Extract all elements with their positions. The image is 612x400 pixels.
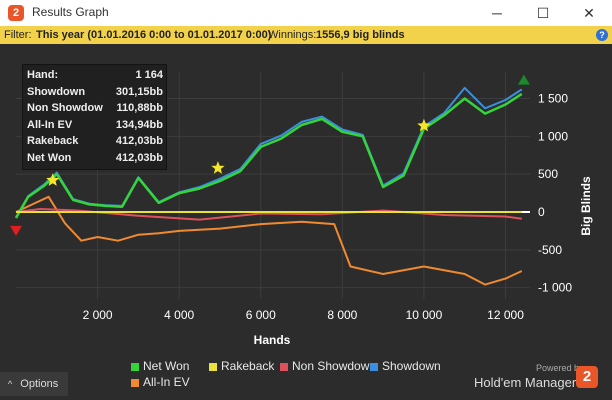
filter-bar: Filter: This year (01.01.2016 0:00 to 01… — [0, 26, 612, 44]
stat-row-net-won: Net Won 412,03bb — [27, 152, 163, 166]
powered-by-text: Powered by — [536, 363, 584, 373]
chart-markers — [10, 74, 530, 236]
stat-value: 412,03bb — [115, 152, 163, 164]
options-label: Options — [20, 378, 59, 390]
legend-label: All-In EV — [143, 375, 190, 389]
close-button[interactable]: ✕ — [583, 5, 595, 21]
x-tick-label: 10 000 — [406, 308, 443, 322]
stat-label: Rakeback — [27, 135, 79, 147]
series-line-all-in-ev — [15, 195, 523, 286]
stat-label: Hand: — [27, 69, 59, 81]
results-chart: 2 000 4 000 6 000 8 000 10 000 12 000 -1 000-… — [10, 72, 593, 347]
legend-item-net-won[interactable]: Net Won — [131, 359, 189, 373]
y-tick-label: 500 — [538, 167, 558, 181]
stats-tooltip: Hand: 1 164 Showdown 301,15bb Non Showdo… — [22, 64, 167, 170]
x-tick-labels: 2 000 4 000 6 000 8 000 10 000 12 000 — [83, 308, 525, 322]
x-tick-label: 12 000 — [487, 308, 524, 322]
y-tick-label: -1 000 — [538, 281, 572, 295]
options-button[interactable]: ^ Options — [0, 372, 68, 396]
chart-lines — [14, 86, 523, 286]
legend-swatch — [209, 362, 217, 371]
series-line-net-won — [14, 92, 523, 219]
legend-swatch — [131, 378, 139, 387]
minimize-button[interactable]: ─ — [492, 5, 502, 21]
y-tick-labels: -1 000 -500 0 500 1 000 1 500 — [538, 91, 572, 294]
legend-item-all-in-ev[interactable]: All-In EV — [131, 375, 190, 389]
legend-item-showdown[interactable]: Showdown — [370, 359, 441, 373]
app-logo-icon: 2 — [8, 5, 24, 21]
winnings-value: 1556,9 big blinds — [316, 29, 405, 41]
legend-label: Non Showdown — [292, 359, 377, 373]
legend-item-rakeback[interactable]: Rakeback — [209, 359, 274, 373]
stat-label: Showdown — [27, 86, 86, 98]
legend-label: Rakeback — [221, 359, 275, 373]
x-tick-label: 6 000 — [246, 308, 276, 322]
winnings-label: Winnings: — [268, 29, 317, 41]
stat-value: 110,88bb — [116, 102, 163, 114]
filter-value: This year (01.01.2016 0:00 to 01.01.2017… — [36, 29, 272, 41]
stat-value: 134,94bb — [115, 119, 163, 131]
stat-label: All-In EV — [27, 119, 73, 131]
brand-name: Hold'em Manager — [474, 375, 577, 390]
stat-row-showdown: Showdown 301,15bb — [27, 86, 163, 100]
y-tick-label: -500 — [538, 243, 562, 257]
title-bar: 2 Results Graph ─ ☐ ✕ — [0, 0, 612, 26]
up-triangle-icon — [517, 74, 530, 85]
stat-row-all-in-ev: All-In EV 134,94bb — [27, 119, 163, 133]
y-tick-label: 1 000 — [538, 129, 568, 143]
maximize-button[interactable]: ☐ — [536, 5, 550, 21]
legend-item-non-showdown[interactable]: Non Showdown — [280, 359, 376, 373]
down-triangle-icon — [10, 225, 22, 236]
legend-label: Showdown — [382, 359, 441, 373]
filter-label: Filter: — [4, 29, 32, 41]
series-line-non-showdown — [15, 208, 522, 221]
x-tick-label: 4 000 — [164, 308, 194, 322]
y-tick-label: 0 — [538, 205, 545, 219]
stat-value: 301,15bb — [115, 86, 163, 98]
window-title: Results Graph — [32, 5, 109, 19]
stat-label: Non Showdown — [27, 102, 103, 114]
x-axis-label: Hands — [254, 333, 291, 347]
stat-row-hand: Hand: 1 164 — [27, 69, 163, 83]
star-icon — [211, 161, 225, 174]
star-icon — [417, 118, 431, 132]
star-icon — [46, 173, 60, 186]
chevron-up-icon: ^ — [8, 379, 13, 389]
stat-row-non-showdown: Non Showdown 110,88bb — [27, 102, 163, 116]
x-tick-label: 2 000 — [83, 308, 113, 322]
help-icon[interactable]: ? — [596, 29, 608, 41]
stat-value: 1 164 — [135, 69, 163, 81]
legend-swatch — [370, 362, 378, 371]
legend-swatch — [131, 362, 139, 371]
y-axis-label: Big Blinds — [579, 176, 593, 236]
legend-swatch — [280, 362, 288, 371]
stat-value: 412,03bb — [115, 135, 163, 147]
y-tick-label: 1 500 — [538, 91, 568, 105]
legend-label: Net Won — [143, 359, 190, 373]
stat-label: Net Won — [27, 152, 72, 164]
brand-logo-icon: 2 — [576, 366, 598, 388]
stat-row-rakeback: Rakeback 412,03bb — [27, 135, 163, 149]
x-tick-label: 8 000 — [327, 308, 357, 322]
